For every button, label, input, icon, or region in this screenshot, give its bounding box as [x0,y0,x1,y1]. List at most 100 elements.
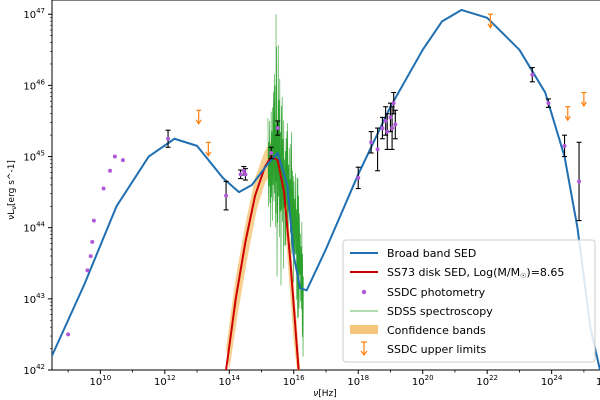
x-axis-unit: [Hz] [318,389,337,399]
legend-spectroscopy-label: SDSS spectroscopy [387,305,493,318]
y-tick-label: 1042 [23,363,45,377]
upper-limit-marker [195,109,202,125]
tick-exponent: 42 [36,363,45,371]
y-tick-label: 1046 [23,78,45,92]
photometry-point [388,115,393,120]
tick-base: 10 [23,224,36,235]
photometry-point [275,126,280,131]
photometry-point [112,154,117,159]
tick-exponent: 20 [425,374,434,382]
photometry-point [393,122,398,127]
upper-limit-arrowhead [580,101,587,108]
tick-exponent: 46 [36,78,45,86]
tick-exponent: 45 [36,150,45,158]
tick-base: 10 [23,153,36,164]
upper-limit-arrowhead [487,23,494,29]
y-tick-label: 1044 [23,221,45,235]
legend-box [342,239,596,363]
photometry-point [101,186,106,191]
x-tick-label: 1024 [541,374,563,388]
x-tick-label: 1022 [476,374,498,388]
tick-base: 10 [23,366,36,377]
upper-limit-arrowhead [564,115,571,122]
x-tick-label: 1016 [283,374,305,388]
tick-base: 10 [541,377,554,388]
legend-disk-subscript: ☉ [520,272,526,280]
photometry-point [88,254,93,259]
y-axis-unit: [erg s^-1] [7,160,17,206]
photometry-point [238,172,243,177]
photometry-point [224,193,229,198]
y-tick-label: 1043 [23,292,45,306]
y-axis-symbol: νL [7,210,17,220]
y-axis-subscript: ν [10,206,18,210]
x-axis-symbol: ν [313,389,318,399]
tick-base: 10 [23,10,36,21]
photometry-point [546,101,551,106]
photometry-point [269,150,274,155]
tick-base: 10 [283,377,296,388]
photometry-point [66,332,71,337]
tick-exponent: 47 [36,7,45,15]
photometry-point [356,175,361,180]
tick-exponent: 10 [102,374,111,382]
upper-limits-layer [195,13,587,157]
legend-photometry-label: SSDC photometry [387,286,486,299]
x-axis-label: ν[Hz] [313,389,337,399]
tick-exponent: 24 [554,374,563,382]
legend-sed-label: Broad band SED [387,247,476,260]
photometry-point [385,129,390,134]
photometry-point [241,168,246,173]
x-tick-label-partial: 1 [596,377,600,388]
legend-upper-limit-swatch [360,341,368,356]
x-tick-label: 1020 [412,374,434,388]
legend: Broad band SED SS73 disk SED, Log(M/M☉)=… [342,239,596,363]
photometry-layer [66,72,582,337]
legend-disk-prefix: SS73 disk SED, Log(M/M [387,266,520,279]
photometry-point [85,268,90,273]
tick-base: 10 [154,377,167,388]
photometry-point [391,101,396,106]
photometry-point [562,143,567,148]
legend-upper-limit-arrowhead [360,350,368,356]
tick-base: 10 [476,377,489,388]
y-tick-label: 1045 [23,150,45,164]
legend-band-swatch [350,325,378,334]
photometry-point [91,218,96,223]
legend-upper-limit-label: SSDC upper limits [387,343,487,356]
x-tick-label: 1014 [218,374,240,388]
legend-photometry-swatch [361,289,367,295]
photometry-point [390,126,395,131]
tick-base: 10 [347,377,360,388]
tick-exponent: 22 [489,374,498,382]
tick-base: 10 [218,377,231,388]
upper-limit-marker [564,106,571,122]
photometry-point [369,140,374,145]
y-axis-label: νLν[erg s^-1] [7,160,18,220]
photometry-point [120,158,125,163]
x-tick-label: 1012 [154,374,176,388]
x-tick-label: 1018 [347,374,369,388]
upper-limit-arrowhead [195,119,202,125]
tick-base: 10 [412,377,425,388]
tick-exponent: 18 [360,374,369,382]
photometry-point [108,168,113,173]
sdss-spectrum [267,45,304,357]
axis-ticks-layer: 1010 1012 1014 1016 1018 1020 1022 1024 11042104… [23,7,600,388]
tick-exponent: 16 [296,374,305,382]
tick-base: 10 [90,377,103,388]
upper-limit-arrowhead [205,151,212,157]
tick-exponent: 44 [36,221,45,229]
photometry-point [577,179,582,184]
confidence-band [226,140,301,370]
photometry-point [530,72,535,77]
photometry-point [380,126,385,131]
tick-exponent: 14 [231,374,240,382]
upper-limit-marker [487,13,494,29]
upper-limit-marker [205,141,212,157]
upper-limit-marker [580,91,587,108]
sdss-spectroscopy-layer [267,14,304,357]
legend-band-label: Confidence bands [387,324,486,337]
tick-base: 10 [23,81,36,92]
